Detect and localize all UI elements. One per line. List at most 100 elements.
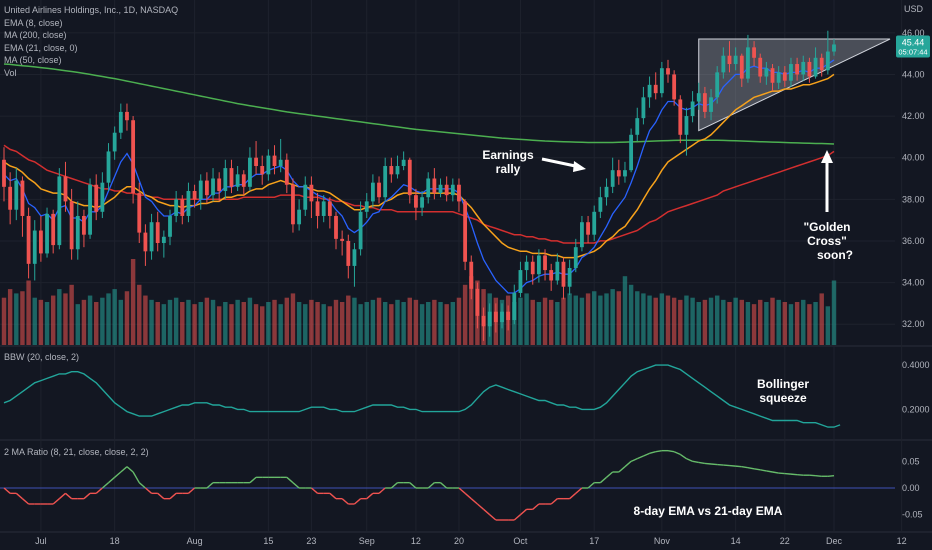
volume-bar — [788, 304, 794, 345]
bbw-label[interactable]: BBW (20, close, 2) — [4, 352, 80, 362]
volume-bar — [690, 297, 695, 345]
candle-body — [358, 211, 363, 250]
ratio-segment — [630, 458, 638, 462]
volume-bar — [635, 291, 640, 345]
volume-bar — [727, 302, 732, 345]
volume-bar — [395, 299, 400, 345]
ratio-segment — [532, 503, 540, 510]
volume-bar — [327, 306, 333, 345]
ratio-label[interactable]: 2 MA Ratio (8, 21, close, close, 2, 2) — [4, 447, 149, 457]
bbw-line — [3, 364, 841, 428]
candle-body — [57, 176, 62, 246]
ratio-segment — [476, 503, 485, 510]
candle-body — [666, 68, 670, 75]
ratio-segment — [95, 487, 103, 494]
candle-body — [487, 311, 492, 327]
candle-body — [641, 97, 646, 119]
ratio-segment — [138, 482, 146, 489]
candle-body — [561, 261, 566, 287]
candle-body — [51, 213, 56, 246]
candle-body — [770, 68, 775, 83]
candle-body — [149, 222, 154, 252]
candle-body — [580, 222, 584, 248]
volume-bar — [585, 293, 591, 345]
ratio-segment — [286, 476, 294, 484]
legend-vol[interactable]: Vol — [4, 67, 17, 78]
candle-body — [758, 57, 763, 77]
volume-bar — [573, 295, 578, 345]
legend-ma50[interactable]: MA (50, close) — [4, 55, 62, 65]
candle-body — [709, 97, 713, 112]
volume-bar — [733, 297, 738, 345]
volume-bar — [124, 291, 130, 345]
candle-body — [168, 215, 172, 237]
volume-bar — [462, 284, 468, 345]
candle-body — [653, 84, 658, 94]
candle-body — [174, 199, 179, 216]
ratio-segment — [550, 498, 558, 505]
legend-ema8[interactable]: EMA (8, close) — [4, 17, 63, 28]
volume-bar — [106, 293, 111, 345]
volume-bar — [604, 293, 609, 345]
candle-body — [450, 184, 455, 196]
golden-cross-line2: soon? — [817, 248, 853, 262]
ratio-segment — [15, 492, 23, 500]
candle-body — [75, 215, 80, 250]
bollinger-annotation: Bollinger squeeze — [748, 377, 818, 405]
annotation-arrows — [541, 150, 833, 212]
candle-body — [832, 44, 836, 52]
candle-body — [739, 55, 744, 79]
candle-body — [377, 182, 381, 198]
volume-bar — [616, 291, 622, 345]
legend-ema21[interactable]: EMA (21, close, 0) — [4, 42, 78, 53]
candle-body — [395, 166, 400, 175]
candle-body — [752, 47, 756, 58]
candle-body — [819, 57, 824, 71]
time-tick-label: 20 — [454, 536, 464, 546]
volume-bar — [69, 284, 74, 345]
candle-body — [420, 197, 424, 208]
volume-bar — [401, 302, 406, 345]
candle-body — [2, 159, 6, 187]
bbw-tick-label: 0.2000 — [902, 404, 930, 414]
candle-body — [82, 215, 86, 235]
candle-body — [364, 201, 369, 212]
ratio-segment — [809, 474, 816, 477]
candle-body — [457, 184, 461, 202]
candle-body — [63, 176, 68, 202]
ratio-segment — [643, 452, 650, 457]
volume-bar — [770, 297, 775, 345]
volume-bar — [469, 276, 474, 345]
volume-bar — [745, 302, 751, 345]
earnings-line1: Earnings — [482, 148, 534, 162]
ratio-segment — [341, 498, 349, 505]
ratio-segment — [766, 470, 773, 473]
ratio-segment — [353, 498, 362, 505]
ratio-segment — [126, 466, 134, 473]
time-tick-label: 14 — [731, 536, 741, 546]
volume-bar — [370, 299, 376, 345]
volume-bar — [143, 295, 148, 345]
ratio-segment — [310, 487, 319, 494]
candle-body — [131, 120, 136, 194]
ratio-segment — [704, 462, 712, 465]
volume-bar — [266, 302, 271, 345]
legend-ma200[interactable]: MA (200, close) — [4, 30, 67, 40]
price-tick-label: 34.00 — [902, 278, 925, 288]
volume-bar — [81, 299, 87, 345]
price-axis: 46.00 44.00 42.00 40.00 38.00 36.00 34.00 32.00… — [902, 4, 925, 329]
ratio-segment — [65, 492, 73, 500]
candle-body — [266, 155, 271, 175]
ratio-segment — [292, 482, 300, 489]
volume-bar — [831, 280, 837, 345]
volume-bar — [38, 299, 44, 345]
candle-body — [518, 270, 523, 293]
candle-body — [764, 68, 769, 77]
time-tick-label: Oct — [513, 536, 528, 546]
volume-bar — [389, 304, 394, 345]
volume-bar — [235, 299, 240, 345]
ratio-segment — [679, 453, 687, 460]
candle-body — [598, 197, 603, 212]
candle-body — [463, 201, 468, 262]
